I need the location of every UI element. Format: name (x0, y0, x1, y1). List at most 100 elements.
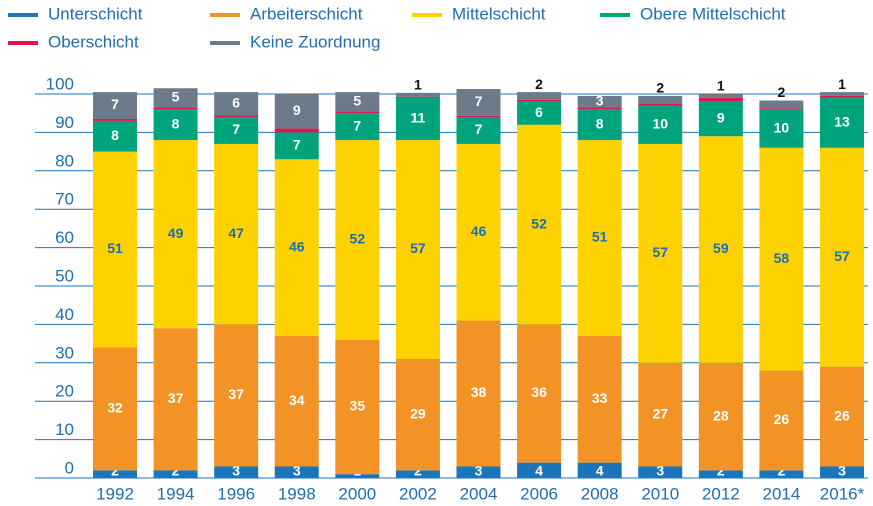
bar-segment (638, 103, 683, 106)
value-label: 58 (774, 250, 790, 266)
value-label: 7 (475, 121, 483, 137)
value-label: 57 (834, 248, 850, 264)
value-label: 7 (232, 121, 240, 137)
bar-segment (698, 101, 743, 137)
bar-segment (93, 118, 137, 121)
value-label: 13 (834, 114, 850, 130)
bar-segment (153, 107, 198, 110)
bar-segment (759, 100, 804, 109)
legend-label: Arbeiterschicht (250, 4, 363, 23)
value-label: 9 (717, 110, 725, 126)
x-tick-label: 2012 (702, 484, 740, 503)
value-label: 2 (778, 84, 786, 100)
y-tick-label: 80 (55, 151, 74, 170)
bar-segment (214, 143, 259, 325)
bar-segment (456, 320, 501, 467)
value-label: 7 (293, 137, 301, 153)
x-tick-label: 2016* (820, 484, 865, 503)
value-label: 6 (535, 104, 543, 120)
y-tick-label: 60 (55, 228, 74, 247)
value-label: 7 (475, 93, 483, 109)
bar-segment (456, 89, 501, 116)
bar-segment (214, 324, 259, 467)
bar-segment (759, 470, 804, 478)
value-label: 33 (592, 390, 608, 406)
bar-segment (456, 466, 501, 478)
value-label: 35 (350, 398, 366, 414)
bar-segment (456, 117, 501, 144)
bar-segment (335, 113, 380, 141)
value-label: 3 (293, 463, 301, 479)
bar-segment (335, 339, 380, 475)
value-label: 38 (471, 384, 487, 400)
value-label: 1 (838, 76, 846, 92)
y-tick-label: 20 (55, 382, 74, 401)
y-tick-label: 0 (65, 458, 74, 477)
value-label: 3 (475, 463, 483, 479)
value-label: 26 (774, 411, 790, 427)
bar-segment (517, 324, 562, 463)
bar-segment (820, 92, 864, 96)
value-label: 27 (652, 405, 668, 421)
value-label: 47 (228, 225, 244, 241)
bar-segment (153, 470, 198, 478)
value-label: 8 (596, 115, 604, 131)
bar-segment (153, 328, 198, 471)
bar-segment (820, 147, 864, 367)
bar-segment (517, 462, 562, 478)
value-label: 34 (289, 392, 305, 408)
bar-segment (93, 470, 137, 478)
bar-segment (274, 94, 319, 129)
legend-label: Keine Zuordnung (250, 32, 380, 51)
bar-segment (698, 136, 743, 363)
legend-label: Unterschicht (48, 4, 143, 23)
bar-segment (577, 109, 622, 141)
bar-segment (395, 470, 440, 478)
bar-segment (335, 111, 380, 114)
bar-segment (395, 140, 440, 359)
bar-segment (698, 470, 743, 478)
value-label: 2 (111, 463, 119, 479)
bar-segment (577, 107, 622, 110)
value-label: 37 (168, 390, 184, 406)
bar-segment (517, 99, 562, 102)
value-label: 32 (107, 400, 123, 416)
value-label: 8 (111, 127, 119, 143)
value-label: 5 (353, 92, 361, 108)
bar-segment (820, 366, 864, 467)
bar-segment (214, 466, 259, 478)
bar-segment (335, 92, 380, 112)
value-label: 10 (774, 119, 790, 135)
bar-segment (698, 94, 743, 98)
bar-segment (153, 109, 198, 141)
legend-label: Obere Mittelschicht (640, 4, 786, 23)
x-tick-label: 1994 (157, 484, 195, 503)
x-tick-label: 2006 (520, 484, 558, 503)
bar-segment (335, 140, 380, 340)
y-tick-label: 70 (55, 190, 74, 209)
bar-segment (214, 92, 259, 116)
bar-segment (820, 466, 864, 478)
bar-segment (638, 105, 683, 144)
bar-segment (517, 124, 562, 325)
bar-segment (698, 362, 743, 471)
bar-segment (577, 95, 622, 108)
bar-segment (395, 97, 440, 141)
x-tick-label: 2000 (338, 484, 376, 503)
value-label: 1 (414, 77, 422, 93)
bar-segment (274, 159, 319, 336)
value-label: 4 (535, 463, 543, 479)
value-label: 2 (717, 463, 725, 479)
bar-segment (93, 347, 137, 471)
value-label: 49 (168, 225, 184, 241)
value-label: 2 (778, 463, 786, 479)
x-tick-label: 1992 (96, 484, 134, 503)
bar-segment (638, 466, 683, 478)
bar-segment (93, 120, 137, 152)
value-label: 11 (411, 110, 426, 126)
x-tick-label: 2002 (399, 484, 437, 503)
bar-segment (759, 147, 804, 371)
value-label: 3 (656, 463, 664, 479)
x-tick-label: 1998 (278, 484, 316, 503)
bar-segment (759, 108, 804, 110)
